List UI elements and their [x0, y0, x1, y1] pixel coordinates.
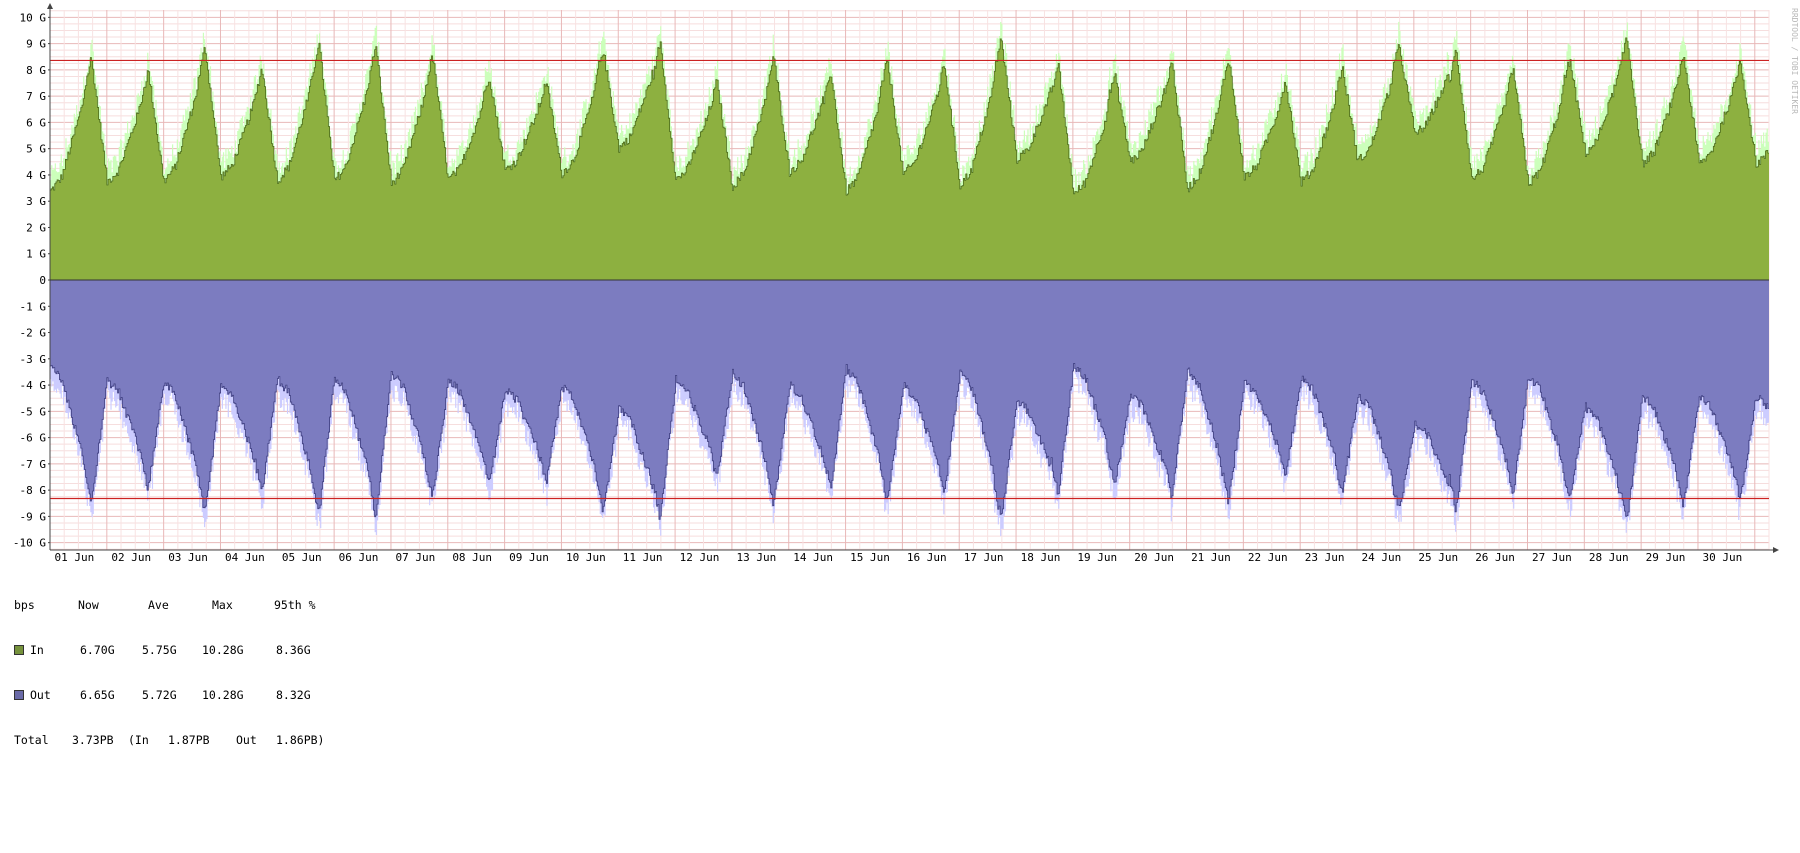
y-tick-label: -9 G [20, 510, 47, 523]
legend-total-in-text: (In [128, 733, 149, 747]
x-tick-label: 23 Jun [1305, 551, 1345, 564]
x-tick-label: 15 Jun [850, 551, 890, 564]
legend-max-in: 10.28G [202, 643, 244, 657]
y-tick-label: 8 G [26, 64, 46, 77]
y-tick-label: -5 G [20, 405, 47, 418]
legend-p95-in: 8.36G [276, 643, 311, 657]
legend-swatch-in [14, 645, 24, 655]
x-tick-label: 05 Jun [282, 551, 322, 564]
x-tick-label: 13 Jun [736, 551, 776, 564]
x-tick-label: 21 Jun [1191, 551, 1231, 564]
legend-total: Total 3.73PB (In 1.87PB Out 1.86PB) [14, 733, 324, 748]
legend-now-out: 6.65G [80, 688, 115, 702]
y-tick-label: -7 G [20, 458, 47, 471]
y-tick-label: -2 G [20, 327, 47, 340]
series-out-area [50, 280, 1769, 520]
x-tick-label: 14 Jun [793, 551, 833, 564]
chart-axes [47, 3, 1779, 553]
x-tick-label: 11 Jun [623, 551, 663, 564]
series-out-line [50, 363, 1769, 520]
y-tick-label: -3 G [20, 353, 47, 366]
y-tick-label: 7 G [26, 90, 46, 103]
y-tick-labels: 10 G 9 G 8 G 7 G 6 G 5 G 4 G 3 G 2 G 1 G 0 -1 G -2 G… [13, 11, 50, 550]
series-in-area [50, 37, 1769, 280]
x-tick-label: 09 Jun [509, 551, 549, 564]
legend-header-max: Max [212, 598, 233, 612]
chart-areas [50, 21, 1769, 537]
watermark: RRDTOOL / TOBI OETIKER [1790, 8, 1799, 114]
x-tick-label: 04 Jun [225, 551, 265, 564]
legend-total-value: 3.73PB [72, 733, 114, 747]
legend-header-p95: 95th % [274, 598, 316, 612]
y-tick-label: 6 G [26, 116, 46, 129]
x-axis-arrow [1773, 547, 1779, 553]
y-tick-label: -4 G [20, 379, 47, 392]
x-tick-label: 03 Jun [168, 551, 208, 564]
x-tick-label: 07 Jun [395, 551, 435, 564]
y-tick-label: 1 G [26, 248, 46, 261]
y-tick-label: 4 G [26, 169, 46, 182]
y-tick-label: -1 G [20, 300, 47, 313]
legend-header-now: Now [78, 598, 99, 612]
x-tick-label: 19 Jun [1077, 551, 1117, 564]
x-tick-label: 20 Jun [1134, 551, 1174, 564]
traffic-chart: 10 G 9 G 8 G 7 G 6 G 5 G 4 G 3 G 2 G 1 G 0 -1 G -2 G… [13, 3, 1799, 564]
y-tick-label: -6 G [20, 432, 47, 445]
chart-rules [50, 59, 1769, 500]
legend-name-in: In [30, 643, 44, 657]
series-in-line [50, 37, 1769, 196]
y-tick-label: 9 G [26, 38, 46, 51]
x-tick-label: 06 Jun [339, 551, 379, 564]
legend-name-out: Out [30, 688, 51, 702]
x-tick-labels: 01 Jun 02 Jun 03 Jun 04 Jun 05 Jun 06 Jun 07 J… [55, 551, 1743, 564]
x-tick-label: 02 Jun [111, 551, 151, 564]
x-tick-label: 29 Jun [1646, 551, 1686, 564]
legend-now-in: 6.70G [80, 643, 115, 657]
legend-ave-out: 5.72G [142, 688, 177, 702]
legend-total-label: Total [14, 733, 49, 747]
x-tick-label: 27 Jun [1532, 551, 1572, 564]
legend-row-in: In 6.70G 5.75G 10.28G 8.36G [14, 643, 311, 658]
legend-unit: bps [14, 598, 35, 612]
x-tick-label: 01 Jun [55, 551, 95, 564]
y-tick-label: 3 G [26, 195, 46, 208]
x-tick-label: 26 Jun [1475, 551, 1515, 564]
x-tick-label: 22 Jun [1248, 551, 1288, 564]
legend-row-out: Out 6.65G 5.72G 10.28G 8.32G [14, 688, 311, 703]
legend-swatch-out [14, 690, 24, 700]
y-tick-label: -8 G [20, 484, 47, 497]
y-tick-label: 2 G [26, 221, 46, 234]
legend-total-out-text: Out [236, 733, 257, 747]
y-tick-label: 0 [39, 274, 46, 287]
x-tick-label: 18 Jun [1021, 551, 1061, 564]
y-tick-label: 5 G [26, 143, 46, 156]
y-tick-label: 10 G [20, 11, 47, 24]
legend-max-out: 10.28G [202, 688, 244, 702]
x-tick-label: 28 Jun [1589, 551, 1629, 564]
legend-ave-in: 5.75G [142, 643, 177, 657]
legend-header-ave: Ave [148, 598, 169, 612]
legend-header: bps Now Ave Max 95th % [14, 598, 316, 613]
x-tick-label: 17 Jun [964, 551, 1004, 564]
x-tick-label: 16 Jun [907, 551, 947, 564]
y-axis-arrow [47, 3, 53, 9]
legend-p95-out: 8.32G [276, 688, 311, 702]
x-tick-label: 08 Jun [452, 551, 492, 564]
x-tick-label: 12 Jun [680, 551, 720, 564]
legend-total-in-value: 1.87PB [168, 733, 210, 747]
legend: bps Now Ave Max 95th % In 6.70G 5.75G 10… [14, 568, 324, 763]
y-tick-label: -10 G [13, 537, 46, 550]
x-tick-label: 10 Jun [566, 551, 606, 564]
legend-total-out-value: 1.86PB) [276, 733, 325, 747]
x-tick-label: 30 Jun [1703, 551, 1743, 564]
x-tick-label: 24 Jun [1362, 551, 1402, 564]
x-tick-label: 25 Jun [1418, 551, 1458, 564]
